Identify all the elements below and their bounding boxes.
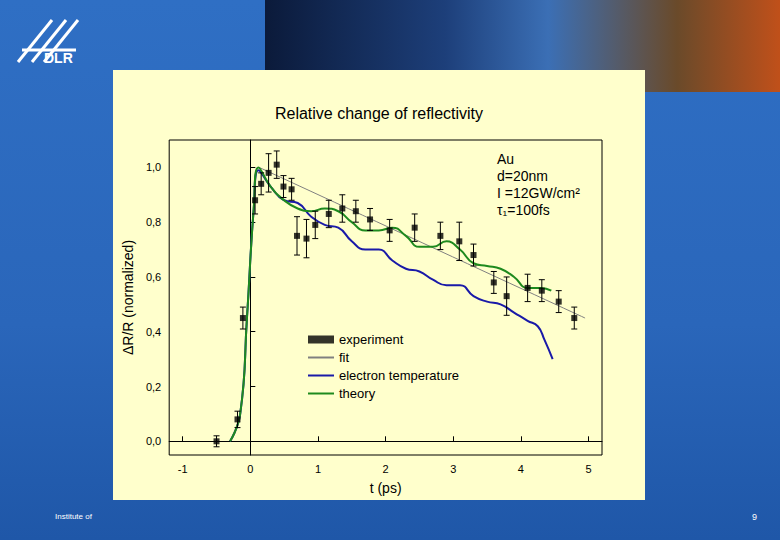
svg-text:0,4: 0,4: [146, 326, 161, 338]
svg-text:ΔR/R (normalized): ΔR/R (normalized): [120, 240, 136, 355]
html-text:9: 9: [752, 512, 757, 522]
svg-text:1: 1: [315, 463, 321, 475]
svg-text:experiment: experiment: [339, 332, 404, 347]
svg-text:0,6: 0,6: [146, 271, 161, 283]
svg-text:0,2: 0,2: [146, 381, 161, 393]
svg-text:d=20nm: d=20nm: [497, 168, 548, 184]
svg-text:0: 0: [247, 463, 253, 475]
svg-text:1,0: 1,0: [146, 161, 161, 173]
svg-text:0,0: 0,0: [146, 435, 161, 447]
svg-text:I =12GW/cm²: I =12GW/cm²: [497, 185, 580, 201]
svg-text:τ₁=100fs: τ₁=100fs: [497, 202, 550, 218]
svg-text:3: 3: [450, 463, 456, 475]
svg-text:t (ps): t (ps): [370, 480, 402, 496]
svg-text:5: 5: [585, 463, 591, 475]
svg-text:fit: fit: [339, 350, 350, 365]
svg-text:2: 2: [383, 463, 389, 475]
svg-text:Relative change of reflectivit: Relative change of reflectivity: [275, 105, 483, 122]
svg-text:-1: -1: [178, 463, 188, 475]
html-text:Institute of: Institute of: [55, 512, 92, 521]
svg-text:electron temperature: electron temperature: [339, 368, 459, 383]
svg-text:Au: Au: [497, 151, 514, 167]
svg-text:4: 4: [518, 463, 524, 475]
svg-text:theory: theory: [339, 386, 376, 401]
html-text:DLR: DLR: [44, 50, 73, 66]
svg-text:0,8: 0,8: [146, 216, 161, 228]
